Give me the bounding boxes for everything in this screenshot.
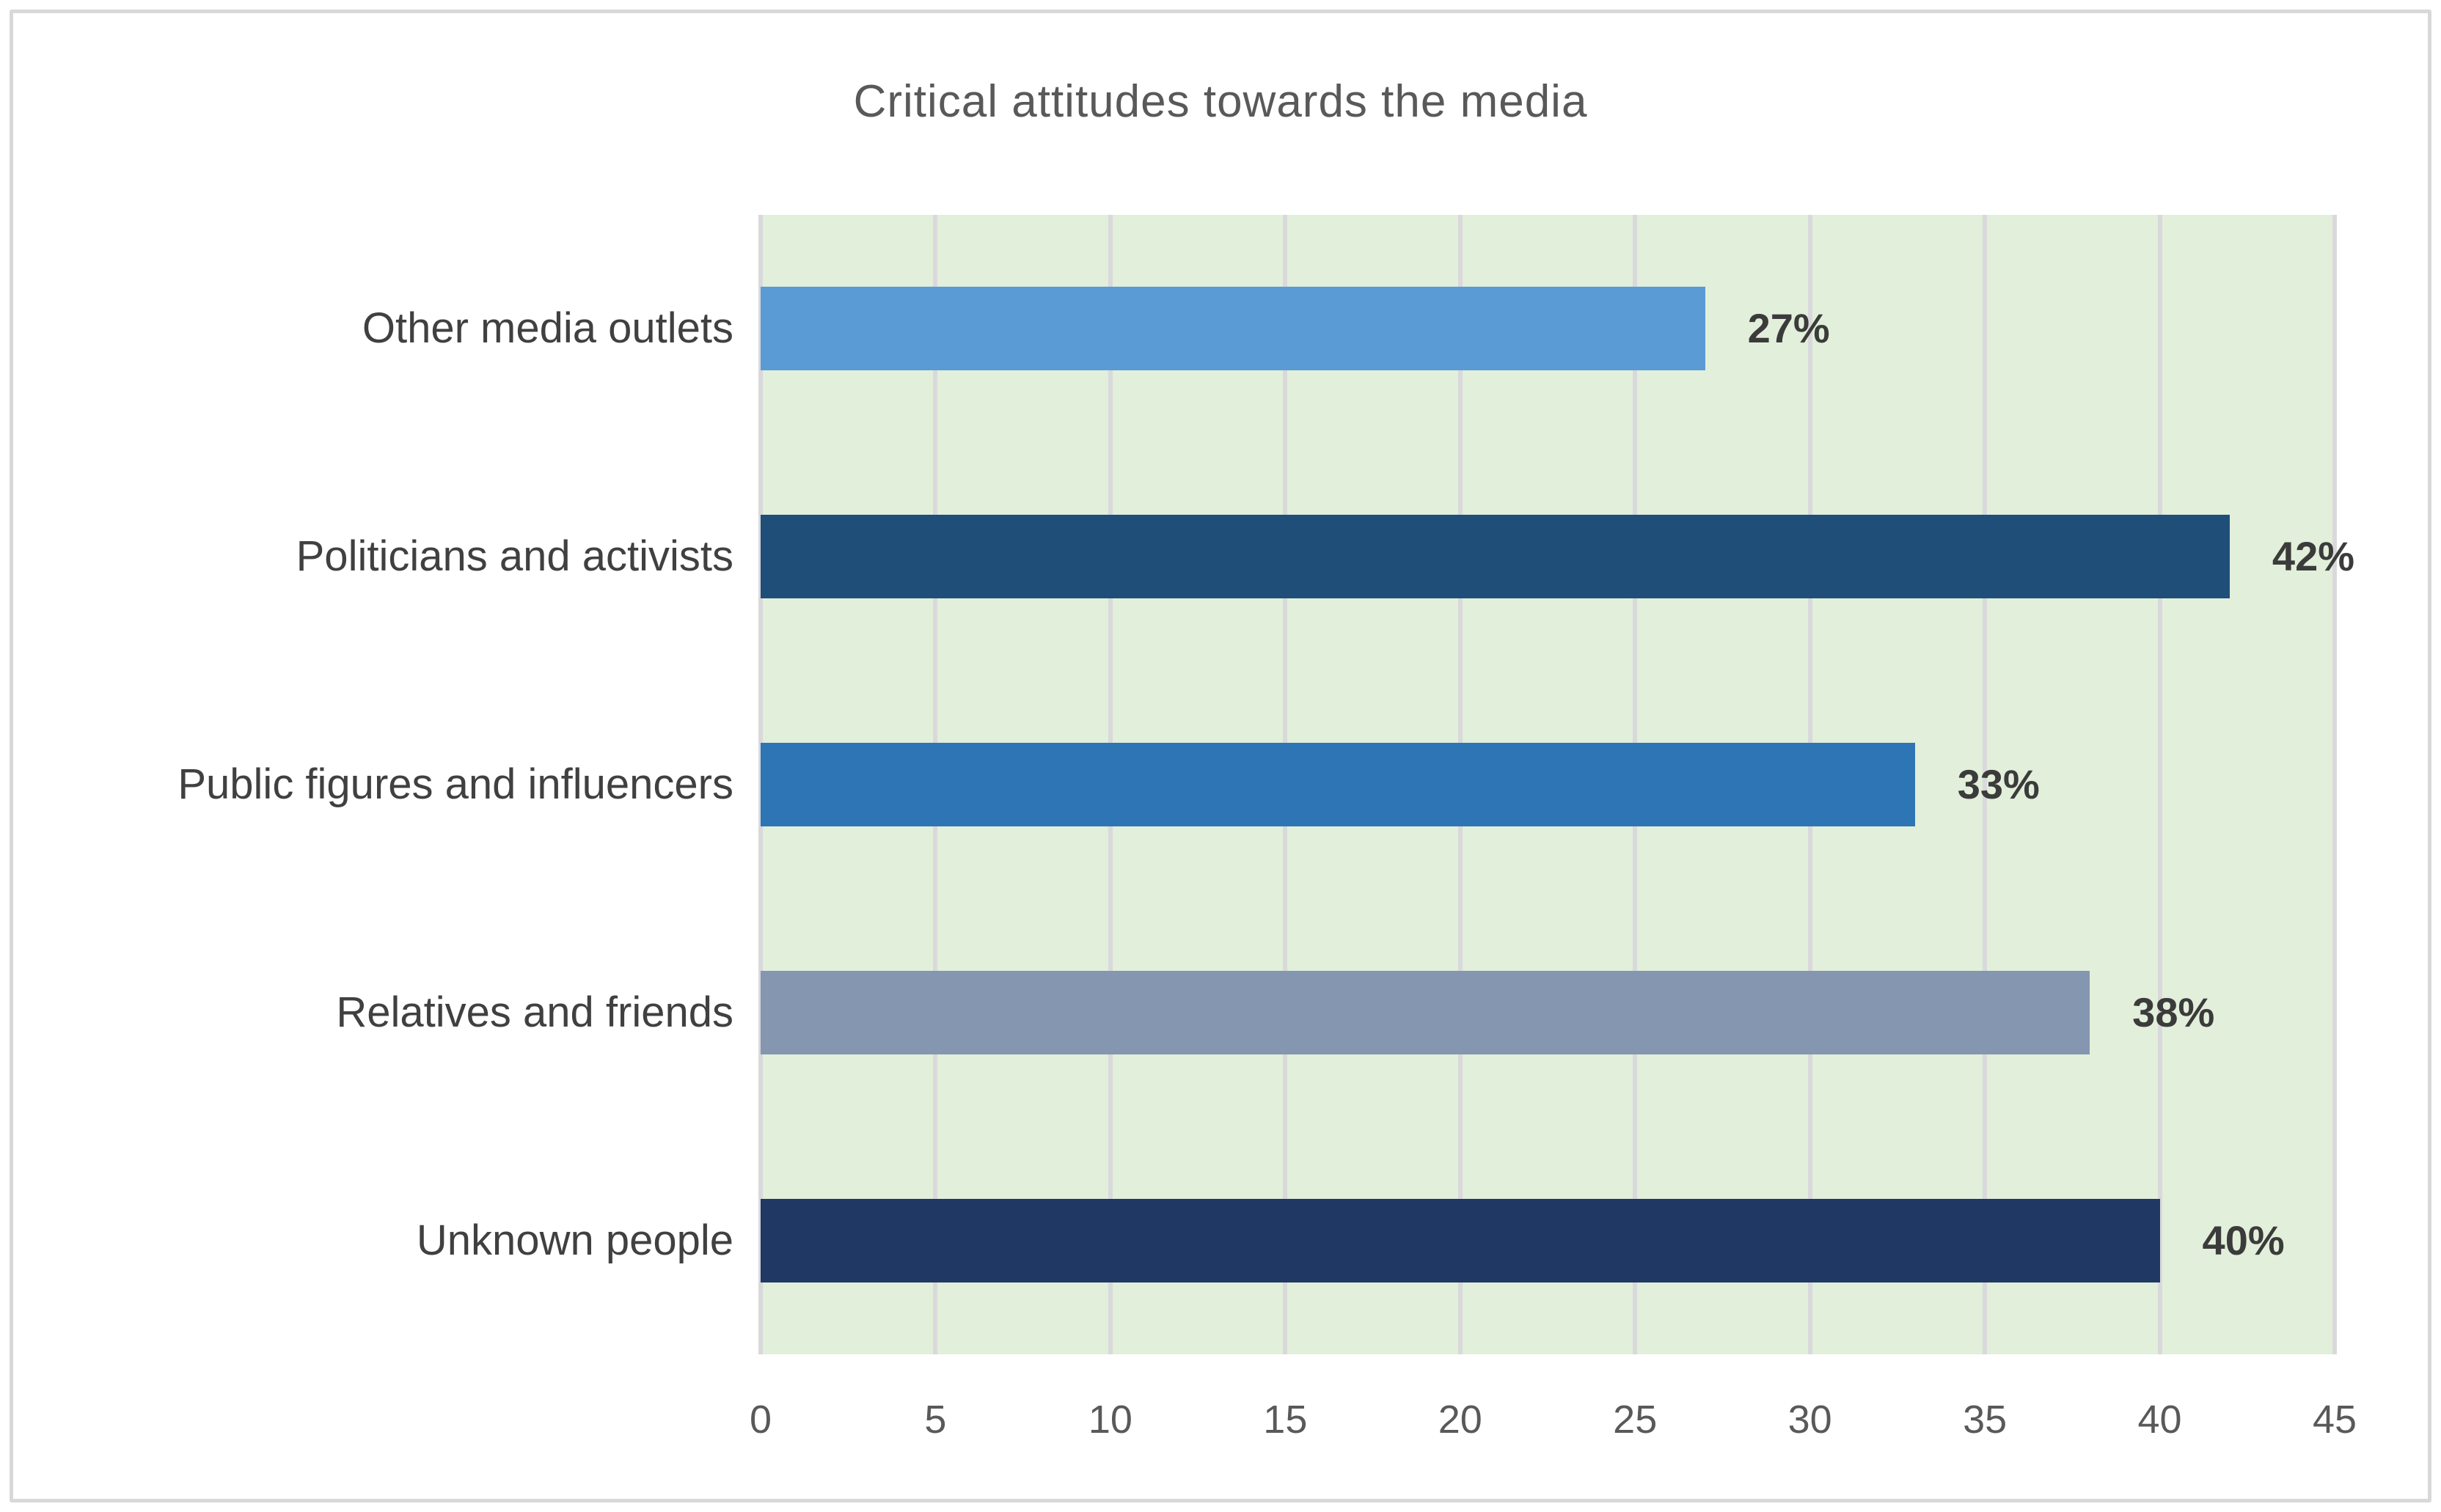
value-label-0: 27% [1747, 305, 1830, 352]
bar-1 [761, 515, 2230, 599]
value-label-4: 40% [2202, 1216, 2285, 1263]
category-label-2: Public figures and influencers [178, 760, 733, 808]
x-tick-label-0: 0 [749, 1398, 772, 1442]
category-label-3: Relatives and friends [336, 988, 733, 1036]
gridline [2157, 215, 2162, 1354]
category-axis: Other media outlets Politicians and activ… [0, 215, 733, 1354]
category-label-4: Unknown people [416, 1216, 733, 1264]
value-label-3: 38% [2132, 988, 2215, 1035]
bar-3 [761, 970, 2090, 1054]
x-tick-label-40: 40 [2137, 1398, 2182, 1442]
x-tick-label-30: 30 [1787, 1398, 1832, 1442]
x-tick-label-20: 20 [1438, 1398, 1482, 1442]
x-tick-label-5: 5 [924, 1398, 947, 1442]
x-tick-label-25: 25 [1613, 1398, 1658, 1442]
x-tick-label-45: 45 [2312, 1398, 2357, 1442]
bar-4 [761, 1198, 2160, 1282]
x-tick-label-35: 35 [1963, 1398, 2008, 1442]
chart-title: Critical attitudes towards the media [853, 76, 1588, 127]
category-label-1: Politicians and activists [296, 532, 733, 581]
gridline [2332, 215, 2337, 1354]
plot-area: 27% 42% 33% 38% 40% [758, 215, 2354, 1354]
x-axis: 0 5 10 15 20 25 30 35 40 45 [750, 1397, 2357, 1448]
value-label-1: 42% [2272, 533, 2355, 580]
category-label-0: Other media outlets [362, 304, 733, 353]
bar-2 [761, 743, 1915, 826]
x-tick-label-10: 10 [1088, 1398, 1132, 1442]
gridline [1983, 215, 1988, 1354]
x-tick-label-15: 15 [1263, 1398, 1308, 1442]
bar-0 [761, 287, 1705, 371]
value-label-2: 33% [1957, 761, 2040, 807]
